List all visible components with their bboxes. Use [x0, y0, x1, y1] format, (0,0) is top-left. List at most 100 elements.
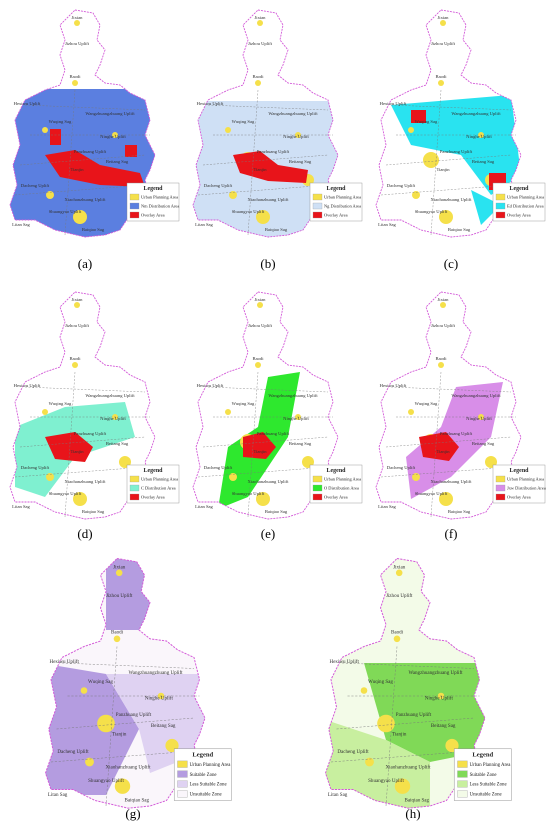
- urban-area: [115, 569, 123, 577]
- urban-area: [360, 687, 368, 694]
- legend-label: Overlay Area: [507, 213, 531, 218]
- structure-lines: [380, 371, 516, 518]
- urban-area: [225, 409, 231, 415]
- place-label: Hexiwu Uplift: [14, 101, 41, 106]
- place-label: Baiqiao Sag: [405, 798, 430, 804]
- suitable-zone: [45, 558, 151, 796]
- legend-label: Overlay Area: [324, 213, 348, 218]
- legend-swatch: [495, 202, 506, 210]
- place-label: Jixian: [255, 297, 267, 302]
- map-panel: Jixian Jizhou Uplift Baodi Hexiwu Uplift Wuq…: [192, 9, 363, 238]
- legend-title: Legend: [143, 468, 163, 474]
- legend-swatch: [312, 475, 323, 483]
- place-label: Tianjin: [70, 449, 84, 454]
- legend-label: Overlay Area: [141, 495, 165, 500]
- legend-swatch: [312, 211, 323, 219]
- legend-label: Less Suitable Zone: [470, 783, 507, 788]
- place-label: Baodi: [253, 74, 265, 79]
- legend-swatch: [457, 780, 468, 788]
- place-label: Wangzhuangzhuang Uplift: [268, 111, 318, 116]
- region-border: [192, 291, 339, 520]
- place-label: Dacheng Uplift: [204, 183, 233, 188]
- urban-area: [439, 210, 453, 224]
- region-border: [44, 557, 206, 809]
- place-label: Panzhuang Uplift: [116, 711, 152, 718]
- legend-swatch: [129, 484, 140, 492]
- urban-area: [80, 687, 88, 694]
- map-panel: Jixian Jizhou Uplift Baodi Hexiwu Uplift Wuq…: [9, 9, 179, 238]
- place-label: Panzhuang Uplift: [440, 149, 473, 154]
- place-label: Tianjin: [112, 732, 127, 738]
- legend-swatch: [312, 493, 323, 501]
- place-label: Baiqiao Sag: [125, 798, 150, 804]
- panel-label: (e): [261, 526, 275, 541]
- legend-label: Urban Planning Area: [507, 195, 544, 200]
- place-label: Beitang Sag: [431, 723, 456, 729]
- region-layers: [45, 558, 205, 796]
- map-panel: Jixian Jizhou Uplift Baodi Hexiwu Uplift Wuq…: [375, 9, 546, 238]
- place-label: Hexiwu Uplift: [14, 383, 41, 388]
- place-label: Baodi: [391, 629, 404, 635]
- place-label: Shuangyao Uplift: [368, 777, 404, 784]
- panel-label: (b): [260, 256, 275, 271]
- region-border: [375, 9, 522, 238]
- legend-title: Legend: [472, 752, 493, 759]
- legend-label: Nm Distribution Area: [141, 204, 179, 209]
- structure-lines: [380, 89, 516, 236]
- place-label: Litan Sag: [12, 222, 30, 227]
- structure-lines: [197, 371, 333, 518]
- place-label: Litan Sag: [328, 792, 348, 798]
- map-panel: Jixian Jizhou Uplift Baodi Hexiwu Uplift Wuq…: [192, 291, 363, 520]
- place-label: Wangzhuangzhuang Uplift: [85, 393, 135, 398]
- place-label: Jizhou Uplift: [431, 323, 456, 328]
- panel-label: (f): [445, 526, 458, 541]
- urban-area: [114, 778, 131, 794]
- urban-area: [229, 473, 237, 481]
- urban-area: [256, 492, 270, 506]
- map-panel: Jixian Jizhou Uplift Baodi Hexiwu Uplift Wuq…: [375, 291, 546, 520]
- place-label: Jizhou Uplift: [65, 41, 90, 46]
- place-label: Beitang Sag: [472, 441, 495, 446]
- place-label: Wangzhuangzhuang Uplift: [408, 669, 463, 676]
- urban-area: [257, 20, 263, 26]
- legend-label: O Distribution Area: [324, 486, 359, 491]
- legend-label: C Distribution Area: [141, 486, 176, 491]
- less-suitable-zone: [106, 674, 205, 773]
- overlay-area: [411, 110, 506, 190]
- legend-title: Legend: [143, 186, 163, 192]
- legend-swatch: [495, 193, 506, 201]
- place-label: Dacheng Uplift: [387, 465, 416, 470]
- panel-label: (h): [405, 806, 420, 821]
- place-label: Jixian: [113, 564, 126, 570]
- place-label: Ninghe Uplift: [466, 416, 492, 421]
- urban-area: [438, 362, 444, 368]
- place-label: Dacheng Uplift: [387, 183, 416, 188]
- urban-area: [412, 191, 420, 199]
- overlay-area: [45, 129, 145, 187]
- overlay-area: [233, 151, 308, 183]
- legend-swatch: [177, 790, 188, 798]
- place-label: Ninghe Uplift: [100, 134, 126, 139]
- place-label: Shuangyao Uplift: [49, 491, 82, 496]
- place-label: Jixian: [393, 564, 406, 570]
- place-label: Xiaohanzhuang Uplift: [431, 479, 473, 484]
- urban-area: [255, 80, 261, 86]
- place-label: Panzhuang Uplift: [396, 711, 432, 718]
- legend-swatch: [177, 780, 188, 788]
- region-layers: [218, 302, 314, 509]
- place-label: Litan Sag: [48, 792, 68, 798]
- place-label: Hexiwu Uplift: [380, 101, 407, 106]
- place-label: Baodi: [70, 356, 82, 361]
- legend-swatch: [129, 493, 140, 501]
- legend-title: Legend: [326, 468, 346, 474]
- legend-swatch: [177, 760, 188, 768]
- legend-swatch: [312, 202, 323, 210]
- legend-label: Urban Planning Area: [507, 477, 544, 482]
- place-label: Ninghe Uplift: [283, 134, 309, 139]
- structure-lines: [14, 89, 150, 236]
- place-label: Jizhou Uplift: [65, 323, 90, 328]
- place-label: Wuqing Sag: [49, 119, 72, 124]
- urban-area: [73, 492, 87, 506]
- structure-lines: [197, 89, 333, 236]
